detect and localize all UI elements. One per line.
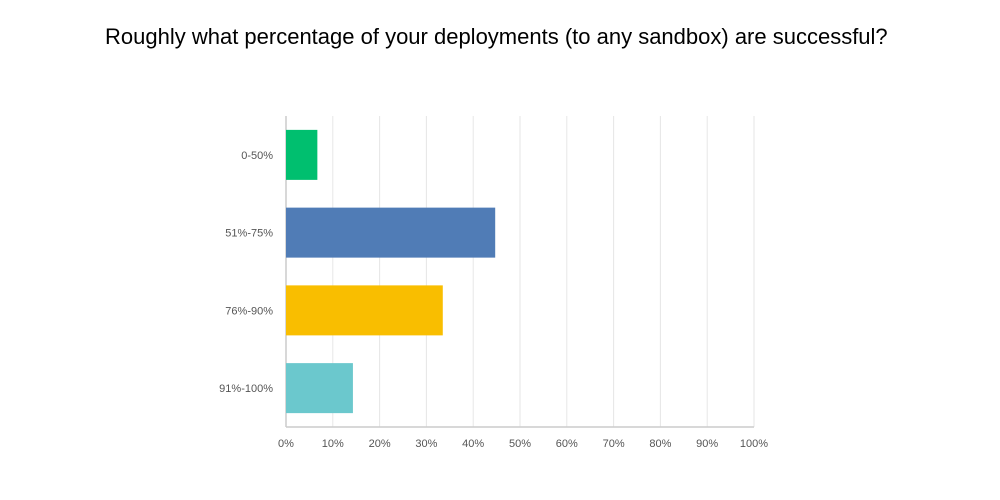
y-category-label: 51%-75%: [225, 228, 273, 240]
bar-51-75-: [286, 207, 496, 258]
x-tick-label: 20%: [369, 438, 391, 450]
chart-title: Roughly what percentage of your deployme…: [105, 24, 888, 49]
x-tick-label: 40%: [462, 438, 484, 450]
bar-91-100-: [286, 363, 353, 414]
y-category-label: 0-50%: [241, 150, 273, 162]
x-tick-label: 50%: [509, 438, 531, 450]
y-category-label: 91%-100%: [219, 383, 273, 395]
bar-76-90-: [286, 285, 443, 336]
x-tick-label: 0%: [278, 438, 294, 450]
x-tick-label: 100%: [740, 438, 768, 450]
y-category-label: 76%-90%: [225, 305, 273, 317]
bar-0-50-: [286, 129, 318, 180]
x-tick-label: 90%: [696, 438, 718, 450]
x-tick-label: 10%: [322, 438, 344, 450]
x-tick-label: 60%: [556, 438, 578, 450]
x-tick-label: 30%: [415, 438, 437, 450]
x-tick-label: 70%: [603, 438, 625, 450]
x-tick-label: 80%: [649, 438, 671, 450]
